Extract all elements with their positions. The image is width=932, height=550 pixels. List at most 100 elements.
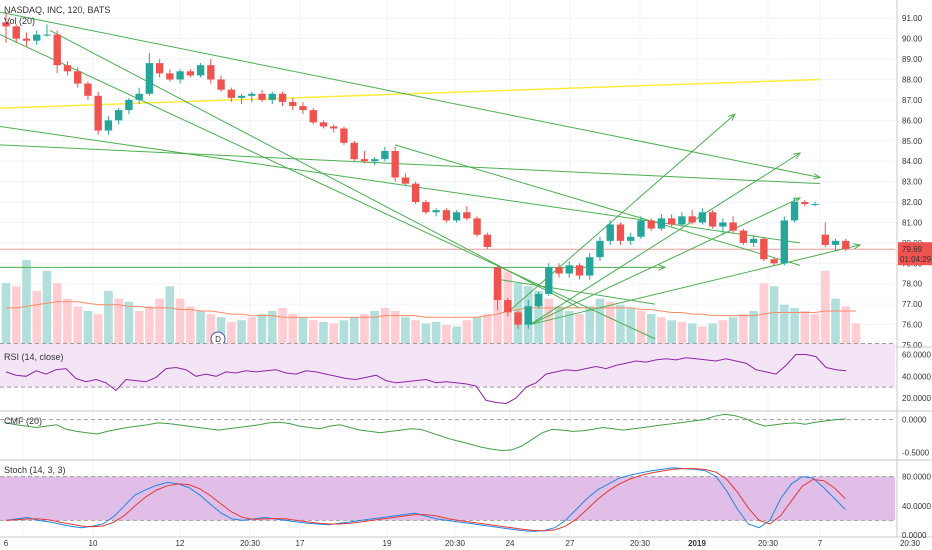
candle-body[interactable]: [289, 101, 297, 107]
candle-body[interactable]: [811, 204, 819, 206]
candle-body[interactable]: [381, 150, 389, 160]
candle-body[interactable]: [678, 216, 686, 225]
candle-body[interactable]: [729, 222, 737, 231]
price-tick-label: 85.00: [902, 137, 923, 146]
candle-body[interactable]: [268, 93, 276, 100]
candle-body[interactable]: [237, 95, 246, 98]
candle-body[interactable]: [483, 234, 492, 247]
candle-body[interactable]: [84, 83, 92, 96]
candle-body[interactable]: [739, 230, 748, 243]
candle-body[interactable]: [74, 71, 82, 84]
candle-body[interactable]: [493, 267, 502, 301]
candle-body[interactable]: [616, 224, 625, 241]
green-trendline[interactable]: [529, 152, 801, 325]
candle-body[interactable]: [217, 79, 225, 90]
green-trendline[interactable]: [529, 244, 861, 326]
candle-body[interactable]: [452, 212, 461, 221]
candle-body[interactable]: [637, 220, 645, 237]
candle-body[interactable]: [94, 95, 102, 131]
volume-bar: [339, 320, 349, 345]
candle-body[interactable]: [53, 34, 61, 66]
candle-body[interactable]: [411, 183, 420, 203]
green-trendline[interactable]: [0, 11, 821, 179]
candle-body[interactable]: [104, 120, 113, 131]
candle-body[interactable]: [145, 63, 154, 94]
indicator-tick-label: 40.0000: [902, 372, 931, 381]
volume-bar: [175, 298, 185, 345]
candle-body[interactable]: [2, 22, 10, 27]
yellow-trendline[interactable]: [0, 78, 821, 109]
candle-body[interactable]: [627, 236, 635, 241]
candle-body[interactable]: [125, 99, 133, 111]
green-trendline[interactable]: [49, 30, 581, 309]
candle-body[interactable]: [688, 216, 696, 223]
candle-body[interactable]: [831, 240, 840, 245]
candle-body[interactable]: [63, 65, 72, 72]
candle-body[interactable]: [565, 265, 573, 274]
candle-body[interactable]: [135, 93, 143, 100]
candle-body[interactable]: [166, 73, 174, 80]
candle-body[interactable]: [473, 218, 481, 235]
candle-body[interactable]: [299, 106, 307, 111]
candle-body[interactable]: [227, 89, 235, 98]
candle-body[interactable]: [442, 210, 451, 221]
candle-body[interactable]: [555, 267, 563, 274]
candle-body[interactable]: [790, 202, 799, 221]
candle-body[interactable]: [207, 65, 215, 80]
candle-body[interactable]: [760, 238, 768, 260]
candle-body[interactable]: [278, 93, 287, 102]
candle-body[interactable]: [248, 93, 256, 96]
candle-body[interactable]: [749, 238, 758, 243]
candle-body[interactable]: [401, 177, 410, 184]
candle-body[interactable]: [114, 110, 123, 121]
candle-body[interactable]: [258, 93, 266, 100]
green-trendline[interactable]: [394, 144, 801, 266]
candle-body[interactable]: [596, 240, 604, 258]
candle-body[interactable]: [514, 312, 522, 325]
candle-body[interactable]: [43, 34, 51, 36]
candle-body[interactable]: [801, 202, 809, 205]
candle-body[interactable]: [319, 122, 328, 127]
candle-body[interactable]: [186, 71, 195, 76]
candle-body[interactable]: [780, 220, 788, 264]
candle-body[interactable]: [708, 212, 717, 227]
candle-body[interactable]: [309, 110, 317, 123]
candle-body[interactable]: [370, 159, 379, 162]
green-trendline[interactable]: [529, 197, 801, 326]
candle-body[interactable]: [155, 63, 164, 74]
candle-body[interactable]: [657, 218, 666, 229]
candle-body[interactable]: [12, 26, 20, 39]
candle-body[interactable]: [391, 150, 399, 178]
candle-body[interactable]: [821, 234, 829, 245]
candle-body[interactable]: [575, 265, 584, 276]
candle-body[interactable]: [176, 71, 184, 80]
volume-bar: [728, 317, 738, 345]
candle-body[interactable]: [545, 267, 553, 294]
candle-body[interactable]: [422, 202, 430, 213]
candle-body[interactable]: [770, 259, 778, 264]
green-trendline[interactable]: [0, 144, 821, 185]
candle-body[interactable]: [504, 300, 512, 313]
candle-body[interactable]: [330, 126, 338, 129]
candle-body[interactable]: [842, 240, 850, 250]
candle-body[interactable]: [719, 222, 727, 227]
candle-body[interactable]: [33, 34, 41, 41]
candle-body[interactable]: [350, 142, 358, 160]
candle-body[interactable]: [606, 224, 614, 241]
candle-body[interactable]: [534, 293, 543, 307]
green-trendline[interactable]: [499, 279, 656, 305]
candle-body[interactable]: [586, 257, 594, 276]
candle-body[interactable]: [432, 210, 440, 213]
volume-bar: [534, 290, 543, 345]
candle-body[interactable]: [196, 65, 205, 76]
candle-body[interactable]: [340, 128, 348, 143]
candle-body[interactable]: [647, 220, 655, 229]
candle-body[interactable]: [698, 212, 707, 223]
green-trendline[interactable]: [0, 125, 801, 244]
candle-body[interactable]: [360, 159, 369, 162]
candle-body[interactable]: [463, 212, 471, 219]
candle-body[interactable]: [524, 306, 532, 325]
candle-body[interactable]: [22, 38, 31, 41]
candle-body[interactable]: [667, 218, 676, 225]
